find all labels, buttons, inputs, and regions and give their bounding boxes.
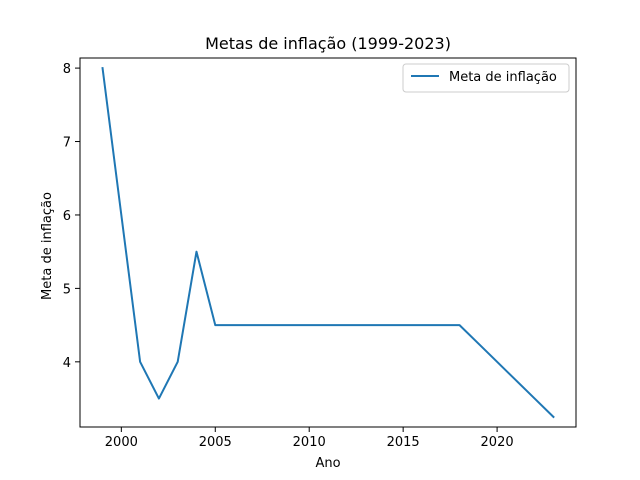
legend-label: Meta de inflação (449, 70, 557, 85)
x-tick-label: 2000 (105, 435, 138, 450)
x-axis-label: Ano (315, 456, 340, 471)
y-tick-label: 8 (63, 62, 71, 77)
y-tick-label: 4 (63, 356, 71, 371)
x-tick-label: 2015 (387, 435, 420, 450)
legend-box (402, 63, 570, 93)
x-tick-label: 2010 (293, 435, 326, 450)
y-tick-label: 7 (63, 136, 71, 151)
y-axis-label: Meta de inflação (40, 192, 55, 300)
x-tick-label: 2020 (481, 435, 514, 450)
x-tick-label: 2005 (199, 435, 232, 450)
chart-title: Metas de inflação (1999-2023) (205, 34, 451, 53)
plot-area (101, 66, 555, 419)
y-axis-ticks: 4 5 6 7 8 (63, 62, 80, 371)
legend: Meta de inflação (402, 63, 570, 93)
x-axis-ticks: 2000 2005 2010 2015 2020 (105, 427, 514, 450)
y-tick-label: 5 (63, 282, 71, 297)
plot-frame (79, 57, 577, 428)
series-line-0 (101, 66, 555, 419)
y-tick-label: 6 (63, 209, 71, 224)
